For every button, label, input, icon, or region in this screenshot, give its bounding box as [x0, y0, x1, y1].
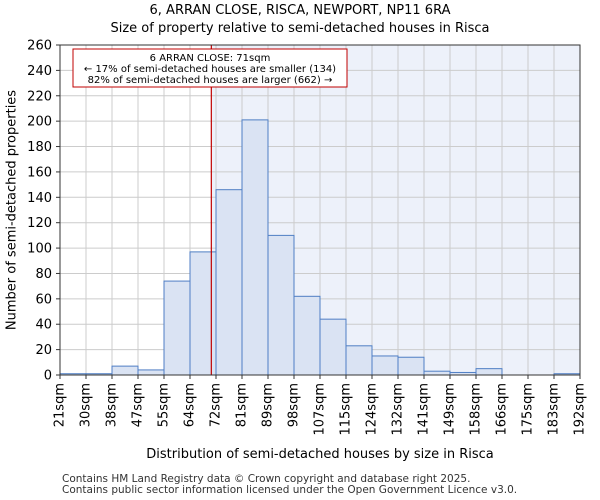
x-tick-label: 107sqm: [313, 383, 328, 436]
x-axis-label: Distribution of semi-detached houses by …: [146, 447, 494, 462]
y-tick-label: 60: [35, 292, 52, 307]
y-tick-label: 100: [27, 242, 52, 257]
x-tick-label: 149sqm: [443, 383, 458, 436]
histogram-bar: [423, 370, 451, 376]
histogram-bar: [111, 365, 139, 376]
x-tick-label: 55sqm: [157, 383, 172, 427]
x-tick-label: 72sqm: [209, 383, 224, 427]
x-tick-label: 124sqm: [365, 383, 380, 436]
y-axis-label: Number of semi-detached properties: [5, 90, 20, 330]
y-tick-label: 180: [27, 140, 52, 155]
x-tick-label: 47sqm: [131, 383, 146, 427]
x-tick-label: 98sqm: [287, 383, 302, 427]
x-tick-label: 115sqm: [339, 383, 354, 436]
y-tick-label: 260: [27, 39, 52, 54]
x-tick-label: 175sqm: [521, 383, 536, 436]
annotation-box: [72, 48, 348, 88]
histogram-bar: [215, 189, 243, 376]
x-tick-label: 30sqm: [79, 383, 94, 427]
y-tick-label: 0: [44, 369, 52, 384]
histogram-bar: [397, 356, 425, 376]
x-tick-label: 132sqm: [391, 383, 406, 436]
y-tick-label: 20: [35, 343, 52, 358]
x-tick-label: 192sqm: [573, 383, 588, 436]
histogram-bar: [241, 119, 269, 376]
footer-copyright: Contains HM Land Registry data © Crown c…: [62, 473, 471, 485]
x-tick-label: 183sqm: [547, 383, 562, 436]
histogram-bar: [371, 355, 399, 376]
y-tick-label: 240: [27, 64, 52, 79]
annotation-line1: 6 ARRAN CLOSE: 71sqm: [150, 53, 271, 64]
annotation-line3: 82% of semi-detached houses are larger (…: [88, 75, 333, 86]
histogram-bar: [319, 318, 347, 376]
x-tick-label: 38sqm: [105, 383, 120, 427]
footer-licence: Contains public sector information licen…: [62, 484, 518, 496]
y-tick-label: 140: [27, 191, 52, 206]
x-tick-label: 89sqm: [261, 383, 276, 427]
chart-subtitle: Size of property relative to semi-detach…: [110, 21, 490, 36]
x-tick-label: 21sqm: [53, 383, 68, 427]
histogram-bar: [267, 234, 295, 376]
chart-title: 6, ARRAN CLOSE, RISCA, NEWPORT, NP11 6RA: [149, 3, 451, 18]
x-tick-label: 64sqm: [183, 383, 198, 427]
histogram-bar: [189, 251, 217, 376]
y-tick-label: 200: [27, 115, 52, 130]
y-tick-label: 220: [27, 89, 52, 104]
x-tick-label: 81sqm: [235, 383, 250, 427]
histogram-bar: [137, 369, 165, 376]
annotation-line2: ← 17% of semi-detached houses are smalle…: [84, 64, 336, 75]
x-tick-label: 166sqm: [495, 383, 510, 436]
y-tick-label: 160: [27, 165, 52, 180]
histogram-bar: [163, 280, 191, 376]
histogram-bar: [345, 345, 373, 376]
y-tick-label: 80: [35, 267, 52, 282]
histogram-bar: [475, 368, 503, 376]
histogram-bar: [293, 295, 321, 376]
y-tick-label: 40: [35, 318, 52, 333]
x-tick-label: 158sqm: [469, 383, 484, 436]
x-tick-label: 141sqm: [417, 383, 432, 436]
y-tick-label: 120: [27, 216, 52, 231]
